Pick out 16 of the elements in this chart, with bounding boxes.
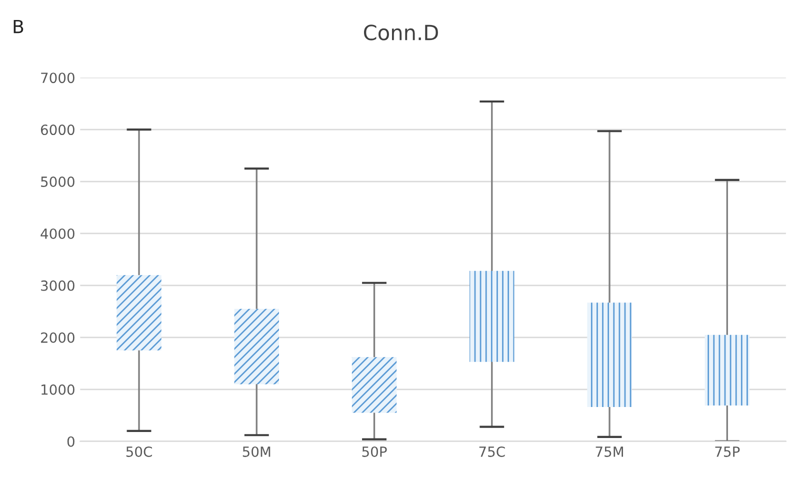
x-tick-label: 50C bbox=[126, 446, 152, 457]
y-tick-label: 3000 bbox=[41, 280, 74, 291]
y-tick-label: 4000 bbox=[40, 228, 74, 239]
text: B bbox=[14, 20, 24, 34]
y-tick-label: 2000 bbox=[41, 332, 74, 343]
y-tick-label: 0 bbox=[67, 436, 74, 447]
x-tick-label: 50P bbox=[362, 446, 387, 457]
y-tick-label: 1000 bbox=[42, 384, 74, 395]
x-tick-label: 75M bbox=[596, 446, 623, 457]
x-tick-label: 75C bbox=[479, 446, 505, 457]
y-tick-label: 6000 bbox=[40, 124, 74, 136]
y-tick-label: 7000 bbox=[41, 72, 74, 84]
y-tick-label: 5000 bbox=[41, 176, 74, 188]
x-tick-label: 50M bbox=[242, 446, 270, 457]
x-tick-label: 75P bbox=[715, 446, 740, 457]
chart-title: Conn.D bbox=[364, 24, 438, 40]
